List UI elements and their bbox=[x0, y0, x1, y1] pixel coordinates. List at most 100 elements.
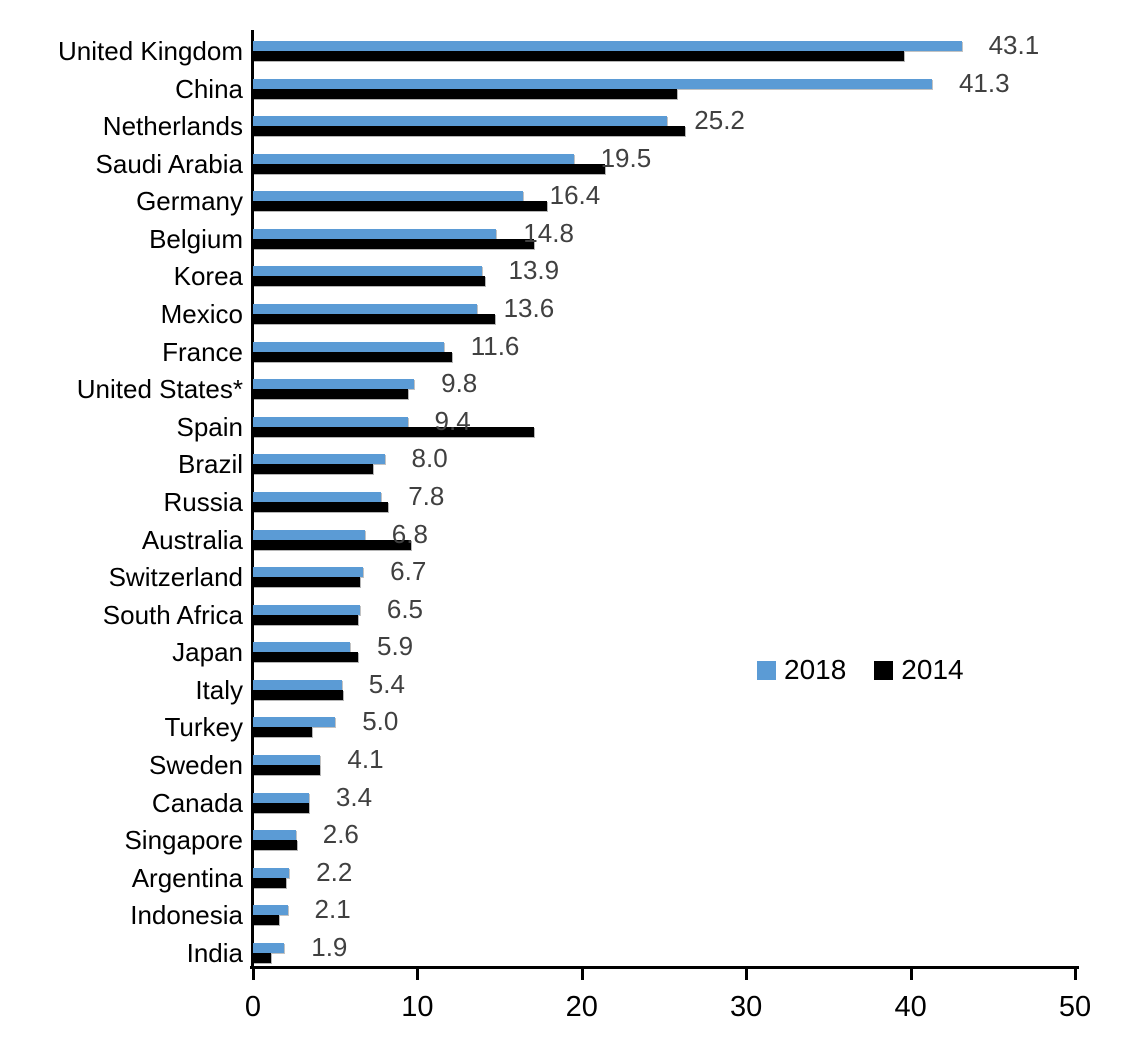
bar-2018 bbox=[253, 191, 523, 202]
value-label: 41.3 bbox=[958, 67, 1010, 98]
value-label: 14.8 bbox=[523, 217, 574, 248]
bar-2018 bbox=[253, 41, 962, 51]
x-axis-tick-label: 20 bbox=[565, 991, 598, 1023]
category-label: South Africa bbox=[102, 599, 243, 630]
value-label: 6.8 bbox=[391, 518, 428, 549]
bar-2014 bbox=[253, 652, 359, 663]
bar-2014 bbox=[253, 577, 360, 588]
value-label: 2.2 bbox=[316, 856, 353, 887]
x-axis-tick-label: 0 bbox=[244, 991, 262, 1023]
value-label: 8.0 bbox=[411, 443, 448, 474]
category-label: Switzerland bbox=[108, 562, 243, 593]
bar-2018 bbox=[253, 341, 444, 352]
value-label: 5.9 bbox=[376, 631, 414, 662]
x-axis-tick bbox=[580, 969, 584, 980]
category-label: Brazil bbox=[177, 449, 243, 480]
bar-2014 bbox=[253, 314, 495, 325]
category-label: Australia bbox=[141, 524, 243, 555]
bar-2018 bbox=[253, 867, 290, 878]
category-label: Saudi Arabia bbox=[95, 148, 243, 179]
value-label: 9.8 bbox=[441, 368, 478, 399]
bar-2018 bbox=[253, 304, 477, 315]
legend-label-2018: 2018 bbox=[784, 654, 847, 685]
value-label: 25.2 bbox=[694, 105, 745, 136]
value-label: 7.8 bbox=[408, 480, 445, 511]
category-label: United Kingdom bbox=[58, 36, 243, 66]
category-label: Indonesia bbox=[130, 900, 243, 931]
bar-2014 bbox=[253, 501, 388, 512]
legend-entry-2018: 2018 bbox=[757, 654, 847, 685]
bar-2014 bbox=[253, 915, 280, 926]
category-label: Turkey bbox=[164, 712, 244, 743]
category-label: Germany bbox=[136, 186, 243, 217]
category-label: United States* bbox=[76, 374, 243, 405]
bar-2018 bbox=[253, 454, 385, 465]
category-label: Italy bbox=[195, 674, 243, 705]
category-label: Mexico bbox=[160, 299, 243, 330]
category-label: Russia bbox=[163, 486, 243, 517]
bar-2014 bbox=[253, 689, 344, 700]
category-label: France bbox=[162, 336, 243, 367]
bar-2018 bbox=[253, 228, 497, 239]
category-label: Argentina bbox=[131, 862, 243, 893]
bar-2014 bbox=[253, 201, 548, 212]
bar-2014 bbox=[253, 952, 272, 963]
value-label: 5.0 bbox=[362, 706, 399, 737]
category-label: Sweden bbox=[149, 750, 243, 781]
value-label: 4.1 bbox=[347, 744, 384, 775]
bar-2018 bbox=[253, 604, 360, 615]
value-label: 11.6 bbox=[470, 330, 520, 361]
x-axis-tick-label: 50 bbox=[1058, 991, 1092, 1023]
legend-swatch-2018-icon bbox=[757, 660, 776, 680]
bar-2018 bbox=[253, 567, 364, 578]
value-label: 6.5 bbox=[386, 593, 424, 624]
bar-2014 bbox=[253, 614, 359, 625]
x-axis-tick bbox=[909, 969, 913, 980]
value-label: 3.4 bbox=[335, 781, 373, 812]
value-label: 2.1 bbox=[314, 894, 351, 925]
x-axis-line bbox=[250, 966, 1079, 969]
legend-swatch-2014-icon bbox=[874, 660, 894, 680]
value-label: 43.1 bbox=[988, 30, 1040, 60]
bar-2018 bbox=[253, 642, 350, 653]
bar-2014 bbox=[253, 840, 298, 851]
bar-2018 bbox=[253, 379, 415, 390]
x-axis-tick-label: 30 bbox=[730, 991, 763, 1023]
value-label: 16.4 bbox=[549, 180, 601, 211]
category-label: Singapore bbox=[124, 825, 243, 856]
x-axis-tick bbox=[745, 969, 749, 980]
category-label: Korea bbox=[173, 261, 243, 292]
bar-2014 bbox=[253, 464, 373, 475]
value-label: 9.4 bbox=[434, 405, 471, 436]
bar-2014 bbox=[253, 539, 411, 550]
category-label: Belgium bbox=[149, 223, 243, 254]
bar-2018 bbox=[253, 905, 288, 916]
bar-2014 bbox=[253, 426, 535, 437]
bar-2014 bbox=[253, 802, 309, 813]
value-label: 1.9 bbox=[311, 931, 348, 962]
bar-2018 bbox=[253, 266, 482, 277]
legend-label-2014: 2014 bbox=[901, 654, 964, 685]
bar-2018 bbox=[253, 717, 336, 728]
x-axis-tick bbox=[416, 969, 420, 980]
y-axis-line bbox=[251, 30, 254, 969]
value-label: 5.4 bbox=[368, 668, 405, 699]
category-label: Japan bbox=[172, 637, 243, 668]
x-axis-tick-label: 10 bbox=[401, 991, 434, 1023]
bar-2014 bbox=[253, 163, 605, 174]
bar-2018 bbox=[253, 679, 342, 690]
bar-2018 bbox=[253, 491, 382, 502]
bar-2018 bbox=[253, 755, 321, 766]
category-label: China bbox=[175, 73, 243, 104]
bar-2014 bbox=[253, 351, 452, 362]
legend-entry-2014: 2014 bbox=[874, 654, 964, 685]
category-label: Canada bbox=[151, 787, 243, 818]
value-label: 6.7 bbox=[390, 556, 427, 587]
bar-2018 bbox=[253, 942, 285, 953]
bar-2014 bbox=[253, 88, 678, 99]
bar-2018 bbox=[253, 830, 296, 841]
bar-2014 bbox=[253, 877, 286, 888]
category-label: Spain bbox=[176, 411, 244, 442]
bar-2018 bbox=[253, 78, 932, 89]
